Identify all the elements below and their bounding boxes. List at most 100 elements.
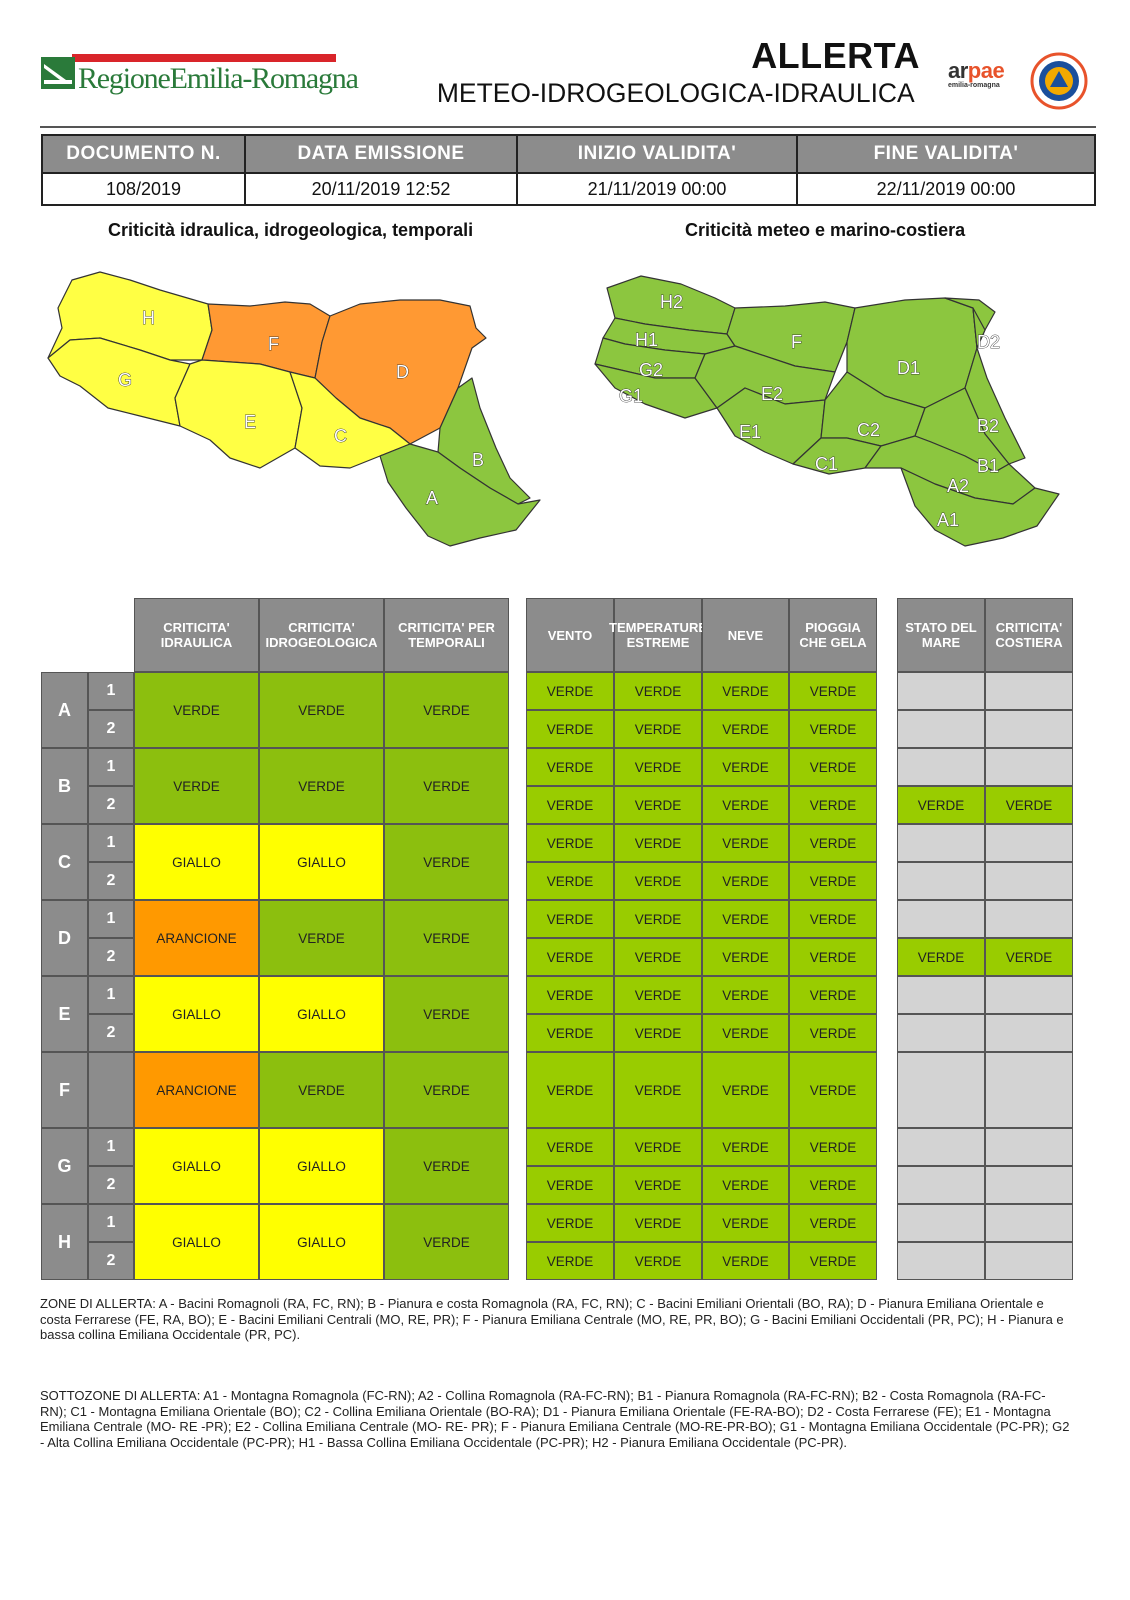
meteo-cell: VERDE [526, 862, 614, 900]
subzone-label: 2 [88, 1242, 134, 1280]
doc-number-value: 108/2019 [41, 172, 246, 206]
sea-cell [985, 1166, 1073, 1204]
zone-label-d: D [41, 900, 88, 976]
sea-cell [897, 672, 985, 710]
meteo-cell: VERDE [526, 938, 614, 976]
document-info-table: DOCUMENTO N. DATA EMISSIONE INIZIO VALID… [41, 134, 1096, 206]
subzone-label: 1 [88, 900, 134, 938]
zone-label-c: C [41, 824, 88, 900]
map-label-e: E [244, 412, 256, 432]
meteo-cell: VERDE [789, 1204, 877, 1242]
hydro-cell-a-0: VERDE [134, 672, 259, 748]
meteo-cell: VERDE [789, 976, 877, 1014]
sea-cell [897, 710, 985, 748]
meteo-cell: VERDE [526, 786, 614, 824]
hydro-cell-f-0: ARANCIONE [134, 1052, 259, 1128]
meteo-cell: VERDE [614, 748, 702, 786]
sea-cell [897, 824, 985, 862]
map-label-f-r: F [791, 332, 802, 352]
map-label-e1: E1 [739, 422, 761, 442]
map-label-c1: C1 [815, 454, 838, 474]
meteo-cell: VERDE [702, 900, 789, 938]
hydro-cell-d-0: ARANCIONE [134, 900, 259, 976]
subzone-label: 2 [88, 710, 134, 748]
meteo-cell: VERDE [526, 1204, 614, 1242]
meteo-cell: VERDE [614, 1166, 702, 1204]
protezione-civile-logo [1030, 52, 1088, 110]
sea-cell [985, 748, 1073, 786]
meteo-cell: VERDE [789, 900, 877, 938]
sea-cell [985, 1014, 1073, 1052]
map-label-a1: A1 [937, 510, 959, 530]
arpae-logo: arpae emilia-romagna [948, 60, 1018, 100]
meteo-cell: VERDE [702, 1204, 789, 1242]
validity-end-value: 22/11/2019 00:00 [796, 172, 1096, 206]
sea-cell [897, 748, 985, 786]
hydro-cell-h-2: VERDE [384, 1204, 509, 1280]
meteo-cell: VERDE [702, 672, 789, 710]
subzone-label: 1 [88, 748, 134, 786]
sea-cell [897, 1128, 985, 1166]
hydro-cell-b-1: VERDE [259, 748, 384, 824]
meteo-cell: VERDE [614, 976, 702, 1014]
map-label-d: D [396, 362, 409, 382]
subzone-label: 1 [88, 672, 134, 710]
meteo-cell: VERDE [789, 710, 877, 748]
col-header-sea-1: CRITICITA' COSTIERA [985, 598, 1073, 672]
map-right-title: Criticità meteo e marino-costiera [685, 220, 966, 240]
subzone-label: 1 [88, 1128, 134, 1166]
meteo-cell: VERDE [526, 1052, 614, 1128]
sea-cell [897, 1052, 985, 1128]
map-label-g: G [118, 370, 132, 390]
meteo-cell: VERDE [614, 824, 702, 862]
hydro-cell-g-2: VERDE [384, 1128, 509, 1204]
regione-flag-icon [41, 57, 75, 89]
validity-start-value: 21/11/2019 00:00 [516, 172, 798, 206]
sea-cell [985, 1052, 1073, 1128]
meteo-cell: VERDE [526, 900, 614, 938]
hydro-cell-e-2: VERDE [384, 976, 509, 1052]
hydro-cell-d-2: VERDE [384, 900, 509, 976]
col-header-meteo-0: VENTO [526, 598, 614, 672]
sea-cell [985, 862, 1073, 900]
zone-label-h: H [41, 1204, 88, 1280]
regione-name: RegioneEmilia-Romagna [78, 62, 359, 95]
subzone-label: 1 [88, 1204, 134, 1242]
sea-cell [985, 672, 1073, 710]
map-label-h: H [142, 308, 155, 328]
meteo-cell: VERDE [526, 1014, 614, 1052]
hydro-cell-h-0: GIALLO [134, 1204, 259, 1280]
map-label-h2: H2 [660, 292, 683, 312]
meteo-cell: VERDE [789, 1242, 877, 1280]
meteo-cell: VERDE [702, 976, 789, 1014]
map-label-c: C [334, 426, 347, 446]
col-header-sea-0: STATO DEL MARE [897, 598, 985, 672]
meteo-cell: VERDE [614, 1242, 702, 1280]
hydro-cell-h-1: GIALLO [259, 1204, 384, 1280]
meteo-cell: VERDE [702, 824, 789, 862]
meteo-cell: VERDE [789, 1014, 877, 1052]
regione-emilia-romagna-logo: RegioneEmilia-Romagna [40, 52, 359, 100]
meteo-cell: VERDE [702, 862, 789, 900]
meteo-cell: VERDE [526, 748, 614, 786]
meteo-cell: VERDE [614, 672, 702, 710]
map-label-d2: D2 [977, 332, 1000, 352]
arpae-logo-text: arpae [948, 58, 1005, 83]
title-block: ALLERTA METEO-IDROGEOLOGICA-IDRAULICA [432, 36, 920, 109]
col-header-meteo-3: PIOGGIA CHE GELA [789, 598, 877, 672]
sea-cell [985, 976, 1073, 1014]
subzone-label [88, 1052, 134, 1128]
map-label-b2: B2 [977, 416, 999, 436]
zone-notes: ZONE DI ALLERTA: A - Bacini Romagnoli (R… [40, 1296, 1064, 1342]
meteo-cell: VERDE [702, 1128, 789, 1166]
hydro-cell-g-0: GIALLO [134, 1128, 259, 1204]
sea-cell [897, 1014, 985, 1052]
sea-cell [985, 1204, 1073, 1242]
sea-cell [985, 1242, 1073, 1280]
subzone-notes: SOTTOZONE DI ALLERTA: A1 - Montagna Roma… [40, 1388, 1070, 1450]
map-label-b: B [472, 450, 484, 470]
subzone-label: 2 [88, 862, 134, 900]
meteo-cell: VERDE [614, 862, 702, 900]
sea-cell [897, 862, 985, 900]
meteo-cell: VERDE [789, 1128, 877, 1166]
